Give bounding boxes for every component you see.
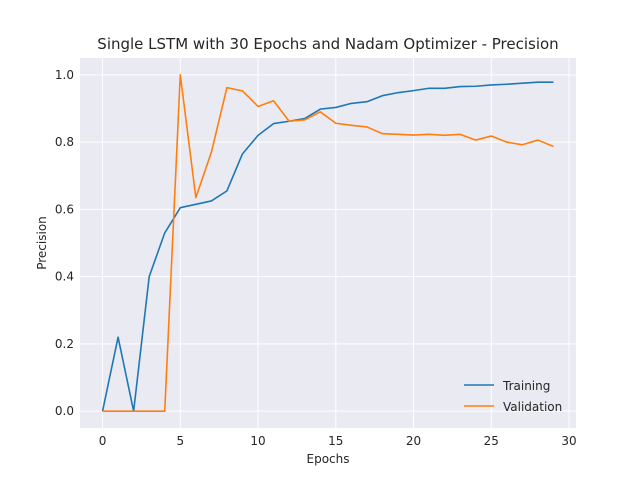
- x-tick-label: 10: [250, 434, 265, 448]
- x-tick-labels: 0 5 10 15 20 25 30: [99, 434, 577, 448]
- x-tick-label: 0: [99, 434, 107, 448]
- x-tick-label: 25: [484, 434, 499, 448]
- y-tick-label: 1.0: [55, 68, 74, 82]
- y-tick-label: 0.2: [55, 337, 74, 351]
- x-axis-label: Epochs: [307, 452, 350, 466]
- y-tick-label: 0.6: [55, 202, 74, 216]
- chart-title: Single LSTM with 30 Epochs and Nadam Opt…: [97, 35, 558, 53]
- legend-label-training: Training: [502, 379, 550, 393]
- series-line-validation: [102, 74, 554, 412]
- x-tick-label: 15: [328, 434, 343, 448]
- legend: Training Validation: [464, 379, 562, 414]
- x-tick-label: 5: [176, 434, 184, 448]
- plot-area: [80, 58, 576, 428]
- y-tick-label: 0.4: [55, 270, 74, 284]
- y-axis-label: Precision: [35, 216, 49, 270]
- series-lines: [101, 74, 554, 412]
- y-tick-labels: 0.0 0.2 0.4 0.6 0.8 1.0: [55, 68, 74, 418]
- y-tick-label: 0.8: [55, 135, 74, 149]
- legend-label-validation: Validation: [503, 400, 562, 414]
- x-tick-label: 20: [406, 434, 421, 448]
- y-tick-label: 0.0: [55, 404, 74, 418]
- x-tick-label: 30: [561, 434, 576, 448]
- series-line-training: [101, 81, 554, 412]
